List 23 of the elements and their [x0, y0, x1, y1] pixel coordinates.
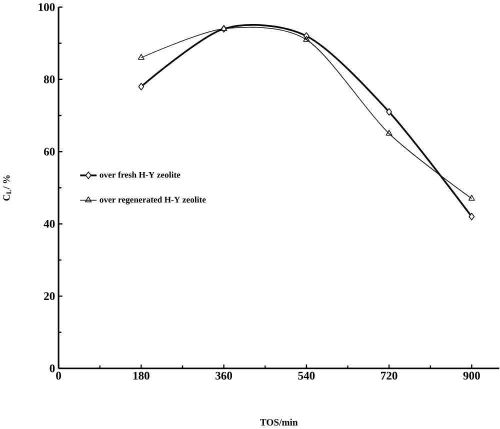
point — [386, 130, 392, 136]
x-tick-label: 180 — [133, 372, 150, 380]
y-tick-label: 60 — [44, 148, 55, 156]
x-tick-label: 540 — [298, 372, 315, 380]
legend-label: over regenerated H-Y zeolite — [100, 196, 206, 205]
y-tick-label: 80 — [44, 76, 55, 84]
point — [468, 213, 475, 221]
legend-label: over fresh H-Y zeolite — [100, 172, 180, 178]
x-axis-title: TOS/min — [260, 418, 298, 426]
y-tick-label: 20 — [44, 292, 55, 300]
y-tick-label: 100 — [38, 3, 55, 12]
y-axis-title: C$_{L}$/ % — [3, 175, 12, 201]
x-tick-label: 0 — [56, 372, 62, 380]
point — [303, 36, 310, 42]
point — [386, 108, 392, 116]
point — [138, 54, 144, 60]
y-tick-label: 40 — [44, 220, 55, 228]
x-tick-label: 360 — [216, 372, 232, 380]
point — [468, 194, 475, 201]
y-tick-label: 0 — [50, 364, 55, 372]
x-tick-label: 720 — [381, 372, 398, 380]
point — [138, 82, 144, 90]
x-tick-label: 900 — [463, 372, 480, 380]
